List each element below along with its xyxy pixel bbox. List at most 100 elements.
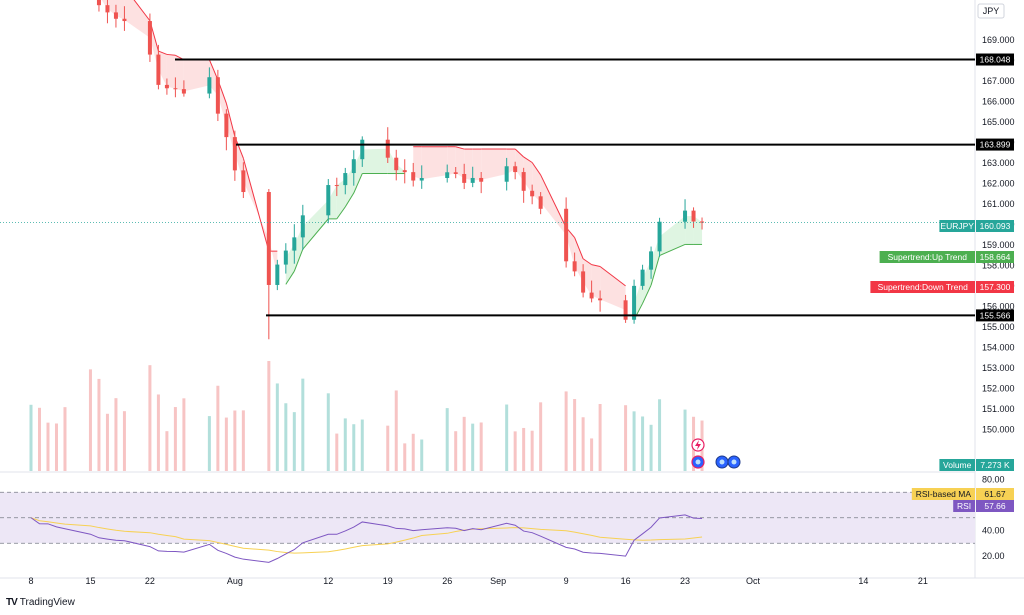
supertrend-fill <box>591 264 601 300</box>
candle-body <box>360 139 365 160</box>
volume-bars <box>29 361 704 471</box>
candle-body <box>683 210 688 222</box>
supertrend-fill <box>515 149 524 182</box>
time-axis-tick: 8 <box>28 576 33 586</box>
volume-bar <box>207 416 211 471</box>
time-axis-tick: 9 <box>564 576 569 586</box>
supertrend-line <box>574 237 584 259</box>
candle-body <box>649 251 654 270</box>
candle-body <box>181 89 186 94</box>
price-axis-tick: 165.000 <box>982 117 1015 127</box>
supertrend-line <box>591 264 601 267</box>
indicator-value-tag <box>976 251 1014 263</box>
supertrend-fill <box>353 149 363 194</box>
candle-body <box>215 77 220 114</box>
candle-body <box>640 269 645 286</box>
indicator-name-tag <box>911 488 975 500</box>
supertrend-line <box>208 59 219 81</box>
candle-body <box>147 21 152 55</box>
volume-bar <box>530 430 534 471</box>
supertrend-line <box>336 206 346 220</box>
time-axis-tick: 26 <box>442 576 452 586</box>
candle-body <box>283 250 288 265</box>
supertrend-line <box>455 146 465 150</box>
volume-bar <box>267 361 271 471</box>
supertrend-fill <box>523 156 533 194</box>
price-tags: 168.048 163.899 155.566 EURJPY 160.093 Supert… <box>870 53 1014 512</box>
indicator-name-text: EURJPY <box>940 221 974 231</box>
supertrend-indicator <box>101 0 703 320</box>
time-axis-tick: 14 <box>858 576 868 586</box>
price-axis-tick: 166.000 <box>982 97 1015 107</box>
indicator-name-tag <box>939 459 975 471</box>
volume-bar <box>275 383 279 471</box>
volume-bar <box>394 390 398 471</box>
supertrend-line <box>523 156 533 163</box>
volume-bar <box>326 393 330 471</box>
candle-body <box>351 159 356 174</box>
level-price-text: 163.899 <box>980 140 1011 150</box>
supertrend-fill <box>693 216 703 245</box>
volume-bar <box>97 378 101 471</box>
candle-body <box>572 261 577 272</box>
economic-event-icon[interactable] <box>727 455 741 469</box>
candle-body <box>241 170 246 193</box>
time-axis-tick: 16 <box>621 576 631 586</box>
volume-bar <box>479 422 483 471</box>
volume-bar <box>114 398 118 471</box>
volume-bar <box>63 407 67 471</box>
volume-bar <box>105 413 109 471</box>
volume-bar <box>148 365 152 471</box>
tradingview-logo-icon: TV <box>6 597 18 608</box>
indicator-name-tag <box>879 251 975 263</box>
rsi-ma-line <box>30 517 703 554</box>
price-axis-tick: 163.000 <box>982 158 1015 168</box>
volume-bar <box>454 431 458 471</box>
currency-label[interactable]: JPY <box>977 3 1005 19</box>
candle-body <box>470 177 475 183</box>
price-axis-tick: 155.000 <box>982 322 1015 332</box>
supertrend-fill <box>540 174 567 236</box>
time-axis-tick: 21 <box>918 576 928 586</box>
volume-bar <box>335 433 339 471</box>
candle-body <box>224 113 229 138</box>
rsi-lines <box>30 514 703 563</box>
supertrend-fill <box>158 51 167 87</box>
dividend-event-icon[interactable] <box>691 455 705 469</box>
candle-body <box>326 185 331 216</box>
supertrend-fill <box>642 260 652 304</box>
indicator-value-tag <box>976 281 1014 293</box>
volume-bar <box>471 423 475 471</box>
volume-bar <box>284 403 288 471</box>
supertrend-fill <box>413 146 422 180</box>
volume-bar <box>165 431 169 471</box>
economic-event-icon[interactable] <box>715 455 729 469</box>
volume-bar <box>590 438 594 471</box>
volume-bar <box>224 417 228 471</box>
candle-body <box>504 166 509 182</box>
supertrend-fill <box>234 136 244 182</box>
candle-body <box>173 88 178 90</box>
indicator-value-tag <box>976 220 1014 232</box>
supertrend-fill <box>566 227 575 267</box>
supertrend-fill <box>336 179 346 219</box>
candle-body <box>207 77 212 94</box>
indicator-name-text: Volume <box>943 460 972 470</box>
supertrend-line <box>599 266 626 287</box>
indicator-value-tag <box>976 459 1014 471</box>
price-axis-tick: 158.000 <box>982 261 1015 271</box>
price-axis-tick: 153.000 <box>982 363 1015 373</box>
time-axis-tick: 22 <box>145 576 155 586</box>
supertrend-fill <box>481 149 507 180</box>
candle-body <box>113 12 118 19</box>
rsi-axis-tick: 80.00 <box>982 475 1005 485</box>
supertrend-fill <box>362 148 388 174</box>
candle-body <box>521 172 526 191</box>
lightning-event-icon[interactable] <box>691 438 705 452</box>
volume-bar <box>522 427 526 471</box>
supertrend-line <box>514 148 524 158</box>
volume-bar <box>598 403 602 471</box>
candle-body <box>343 173 348 186</box>
supertrend-fill <box>659 216 686 256</box>
